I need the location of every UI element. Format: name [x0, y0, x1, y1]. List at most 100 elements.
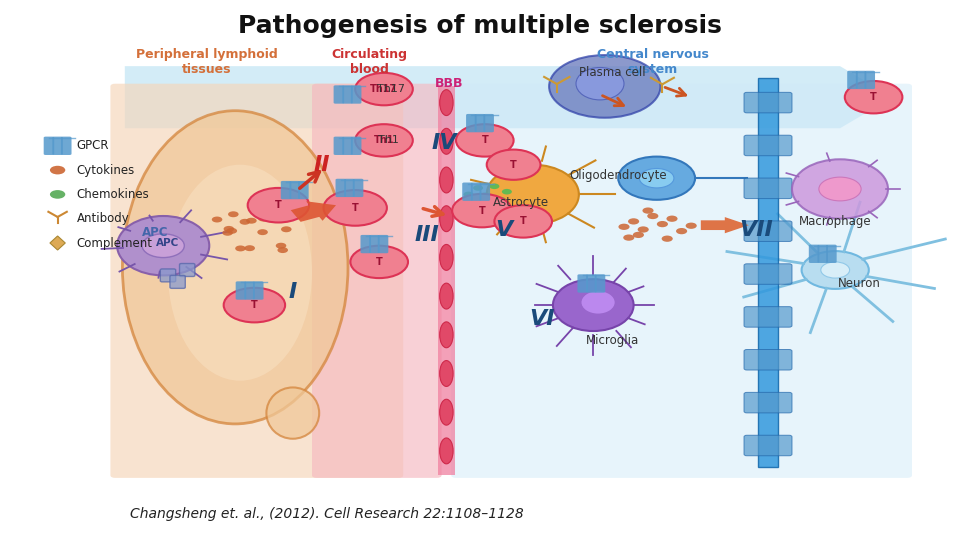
Circle shape — [456, 124, 514, 157]
Circle shape — [676, 228, 687, 234]
Circle shape — [252, 210, 263, 215]
Text: Microglia: Microglia — [586, 334, 639, 347]
Text: Complement: Complement — [77, 237, 153, 249]
FancyBboxPatch shape — [52, 137, 63, 155]
Text: Plasma cell: Plasma cell — [579, 66, 646, 79]
Circle shape — [642, 207, 654, 214]
FancyBboxPatch shape — [474, 114, 485, 132]
Text: T: T — [481, 136, 489, 145]
FancyBboxPatch shape — [463, 183, 472, 201]
FancyBboxPatch shape — [808, 245, 820, 263]
Circle shape — [657, 221, 668, 227]
FancyBboxPatch shape — [351, 85, 361, 104]
Ellipse shape — [440, 245, 453, 271]
FancyArrow shape — [701, 217, 749, 233]
Circle shape — [281, 226, 292, 232]
FancyBboxPatch shape — [848, 71, 858, 89]
Text: II: II — [313, 154, 330, 175]
Text: IV: IV — [432, 133, 457, 153]
Ellipse shape — [440, 322, 453, 348]
Circle shape — [248, 188, 309, 222]
Text: Central nervous
system: Central nervous system — [597, 48, 708, 76]
FancyBboxPatch shape — [244, 281, 255, 300]
FancyBboxPatch shape — [236, 281, 246, 300]
FancyBboxPatch shape — [451, 84, 912, 478]
Text: Th1: Th1 — [378, 136, 399, 145]
FancyBboxPatch shape — [298, 181, 309, 199]
FancyBboxPatch shape — [758, 78, 778, 467]
FancyBboxPatch shape — [744, 349, 792, 370]
Text: Neuron: Neuron — [838, 277, 880, 290]
FancyBboxPatch shape — [334, 85, 344, 104]
FancyBboxPatch shape — [744, 393, 792, 413]
Circle shape — [235, 246, 246, 252]
Text: Th17: Th17 — [371, 84, 397, 94]
FancyBboxPatch shape — [483, 114, 493, 132]
FancyBboxPatch shape — [180, 264, 195, 276]
Ellipse shape — [581, 291, 615, 314]
FancyBboxPatch shape — [864, 71, 876, 89]
Circle shape — [258, 215, 269, 221]
Text: Th17: Th17 — [376, 84, 405, 94]
FancyBboxPatch shape — [744, 135, 792, 156]
Circle shape — [350, 246, 408, 278]
Circle shape — [502, 189, 512, 194]
Circle shape — [240, 219, 251, 225]
FancyBboxPatch shape — [744, 221, 792, 241]
FancyBboxPatch shape — [377, 235, 388, 253]
Circle shape — [819, 177, 861, 201]
Circle shape — [277, 247, 288, 253]
Text: T: T — [519, 217, 527, 226]
FancyBboxPatch shape — [595, 274, 606, 293]
Text: T: T — [375, 257, 383, 267]
FancyBboxPatch shape — [369, 235, 380, 253]
Polygon shape — [50, 236, 65, 250]
Text: T: T — [478, 206, 486, 215]
Circle shape — [661, 235, 673, 242]
Circle shape — [628, 218, 639, 225]
FancyBboxPatch shape — [744, 264, 792, 284]
Circle shape — [494, 205, 552, 238]
Circle shape — [845, 81, 902, 113]
Circle shape — [224, 288, 285, 322]
Ellipse shape — [440, 361, 453, 387]
FancyBboxPatch shape — [336, 179, 346, 197]
Ellipse shape — [122, 111, 348, 424]
Text: Circulating
blood: Circulating blood — [331, 48, 408, 76]
Text: Antibody: Antibody — [77, 212, 130, 225]
FancyBboxPatch shape — [361, 235, 371, 253]
FancyBboxPatch shape — [744, 92, 792, 113]
FancyBboxPatch shape — [479, 183, 490, 201]
Circle shape — [246, 218, 256, 224]
Text: T: T — [251, 300, 258, 310]
Text: Pathogenesis of multiple sclerosis: Pathogenesis of multiple sclerosis — [238, 14, 722, 37]
Circle shape — [618, 224, 630, 230]
Circle shape — [228, 211, 239, 217]
Text: GPCR: GPCR — [77, 139, 109, 152]
FancyBboxPatch shape — [61, 137, 71, 155]
FancyBboxPatch shape — [312, 84, 442, 478]
Text: T: T — [510, 160, 517, 170]
Ellipse shape — [440, 90, 453, 116]
Text: Cytokines: Cytokines — [77, 164, 135, 177]
Ellipse shape — [267, 388, 319, 438]
FancyBboxPatch shape — [44, 137, 54, 155]
Circle shape — [212, 217, 223, 222]
FancyBboxPatch shape — [744, 178, 792, 199]
Circle shape — [223, 230, 233, 236]
Ellipse shape — [168, 165, 312, 381]
Ellipse shape — [440, 438, 453, 464]
Text: Chemokines: Chemokines — [77, 188, 150, 201]
FancyBboxPatch shape — [351, 137, 361, 155]
FancyBboxPatch shape — [467, 114, 476, 132]
FancyBboxPatch shape — [744, 307, 792, 327]
Circle shape — [623, 234, 635, 241]
Circle shape — [324, 190, 387, 226]
FancyArrow shape — [125, 66, 893, 128]
Ellipse shape — [792, 159, 888, 219]
Circle shape — [142, 234, 184, 258]
Text: T: T — [870, 92, 877, 102]
FancyBboxPatch shape — [744, 435, 792, 456]
Ellipse shape — [553, 279, 634, 331]
FancyBboxPatch shape — [818, 245, 828, 263]
